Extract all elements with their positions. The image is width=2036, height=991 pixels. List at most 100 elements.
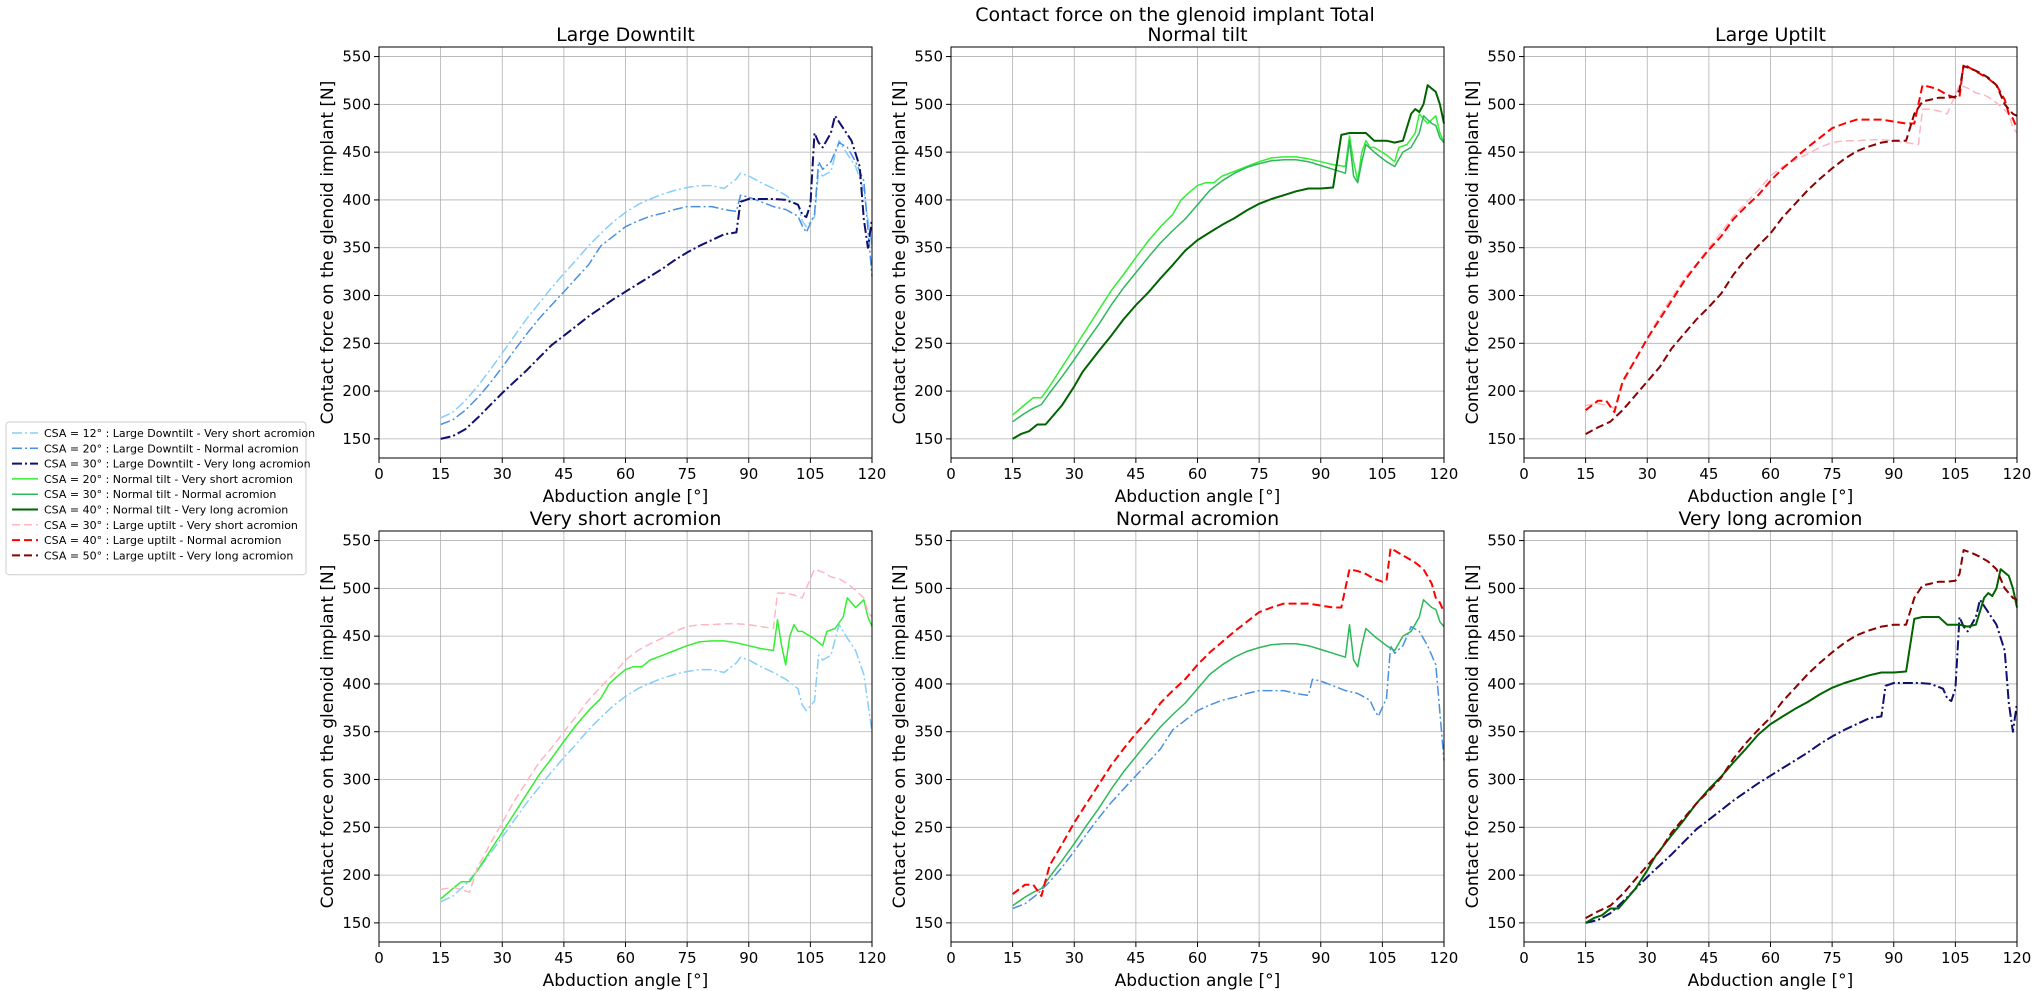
series-line-n20	[440, 597, 873, 900]
subplot-4: 0 15 30 45 60 75 90 105 120 150 200 250 300 350 400 450…	[318, 508, 886, 991]
y-tick-label: 250	[914, 818, 943, 836]
x-tick-label: 120	[1430, 949, 1459, 967]
y-tick-label: 550	[1487, 48, 1516, 66]
y-tick-label: 500	[914, 95, 943, 113]
x-tick-label: 105	[1368, 465, 1397, 483]
legend-label-n30: CSA = 30° : Normal tilt - Normal acromio…	[44, 488, 276, 501]
y-tick-label: 150	[1487, 430, 1516, 448]
subplot-1: 0 15 30 45 60 75 90 105 120 150 200 250 300 350 400 450…	[318, 24, 886, 507]
x-tick-label: 30	[493, 949, 512, 967]
subplot-title: Very short acromion	[530, 508, 722, 530]
series-line-u50	[1585, 549, 2018, 919]
x-tick-label: 30	[493, 465, 512, 483]
subplot-title: Large Uptilt	[1715, 24, 1826, 46]
series-line-n20	[1012, 113, 1445, 416]
y-tick-label: 350	[1487, 239, 1516, 257]
x-tick-label: 15	[431, 949, 450, 967]
y-tick-label: 500	[342, 579, 371, 597]
y-tick-label: 350	[914, 239, 943, 257]
legend-label-n40: CSA = 40° : Normal tilt - Very long acro…	[44, 504, 288, 517]
x-tick-label: 120	[2003, 465, 2032, 483]
y-tick-label: 250	[914, 334, 943, 352]
x-tick-label: 0	[946, 465, 956, 483]
x-tick-label: 15	[1003, 949, 1022, 967]
y-tick-label: 500	[342, 95, 371, 113]
x-tick-label: 45	[1126, 465, 1145, 483]
x-tick-label: 75	[1250, 949, 1269, 967]
y-tick-label: 250	[1487, 334, 1516, 352]
x-tick-label: 75	[678, 465, 697, 483]
series-line-s20	[1012, 625, 1445, 910]
y-axis-label: Contact force on the glenoid implant [N]	[890, 81, 910, 425]
x-tick-label: 30	[1638, 949, 1657, 967]
y-axis-label: Contact force on the glenoid implant [N]	[318, 565, 338, 909]
subplot-title: Very long acromion	[1679, 508, 1863, 530]
x-tick-label: 15	[1003, 465, 1022, 483]
y-axis-label: Contact force on the glenoid implant [N]	[1463, 81, 1483, 425]
subplot-2: 0 15 30 45 60 75 90 105 120 150 200 250 300 350 400 450…	[890, 24, 1458, 507]
x-axis-label: Abduction angle [°]	[1688, 971, 1854, 991]
x-tick-label: 15	[431, 465, 450, 483]
subplot-3: 0 15 30 45 60 75 90 105 120 150 200 250 300 350 400 450…	[1463, 24, 2031, 507]
x-tick-label: 60	[1188, 465, 1207, 483]
series-line-u30	[440, 568, 873, 894]
y-tick-label: 550	[342, 532, 371, 550]
series-line-u30	[1585, 84, 2018, 410]
x-tick-label: 60	[616, 465, 635, 483]
legend-label-s20: CSA = 20° : Large Downtilt - Normal acro…	[44, 442, 299, 455]
x-tick-label: 120	[1430, 465, 1459, 483]
x-tick-label: 90	[739, 949, 758, 967]
y-tick-label: 400	[914, 675, 943, 693]
subplot-title: Normal acromion	[1116, 508, 1279, 530]
y-tick-label: 150	[342, 914, 371, 932]
y-tick-label: 200	[342, 382, 371, 400]
x-tick-label: 45	[554, 465, 573, 483]
legend-label-s12: CSA = 12° : Large Downtilt - Very short …	[44, 427, 315, 440]
y-tick-label: 250	[1487, 818, 1516, 836]
y-tick-label: 350	[914, 723, 943, 741]
y-tick-label: 500	[1487, 579, 1516, 597]
x-tick-label: 75	[1823, 465, 1842, 483]
x-tick-label: 0	[374, 465, 384, 483]
x-tick-label: 105	[1368, 949, 1397, 967]
x-tick-label: 45	[1699, 949, 1718, 967]
legend-label-n20: CSA = 20° : Normal tilt - Very short acr…	[44, 473, 293, 486]
y-tick-label: 450	[342, 143, 371, 161]
y-tick-label: 550	[342, 48, 371, 66]
y-axis-label: Contact force on the glenoid implant [N]	[318, 81, 338, 425]
series-line-u40	[1584, 63, 2018, 414]
x-tick-label: 105	[1941, 465, 1970, 483]
y-tick-label: 550	[1487, 532, 1516, 550]
x-axis-label: Abduction angle [°]	[543, 971, 709, 991]
y-tick-label: 500	[914, 579, 943, 597]
y-tick-label: 550	[914, 532, 943, 550]
y-tick-label: 200	[342, 866, 371, 884]
y-tick-label: 200	[1487, 382, 1516, 400]
x-tick-label: 30	[1638, 465, 1657, 483]
legend-box	[5, 421, 307, 576]
series-line-s30	[1585, 598, 2018, 924]
y-tick-label: 550	[914, 48, 943, 66]
x-tick-label: 15	[1576, 465, 1595, 483]
x-tick-label: 60	[616, 949, 635, 967]
x-tick-label: 30	[1065, 949, 1084, 967]
x-tick-label: 0	[1519, 949, 1529, 967]
x-tick-label: 45	[554, 949, 573, 967]
y-tick-label: 400	[342, 675, 371, 693]
subplot-grid: 0 15 30 45 60 75 90 105 120150200250300350400450…	[318, 24, 2031, 991]
x-tick-label: 105	[1941, 949, 1970, 967]
x-tick-label: 30	[1065, 465, 1084, 483]
x-tick-label: 15	[1576, 949, 1595, 967]
series-line-n30	[1012, 115, 1445, 423]
x-tick-label: 90	[1884, 949, 1903, 967]
legend-label-s30: CSA = 30° : Large Downtilt - Very long a…	[44, 458, 311, 471]
subplot-title: Normal tilt	[1147, 24, 1247, 46]
legend: CSA = 12° : Large Downtilt - Very short …	[5, 421, 315, 576]
y-tick-label: 150	[1487, 914, 1516, 932]
y-tick-label: 350	[1487, 723, 1516, 741]
y-tick-label: 150	[914, 914, 943, 932]
subplot-6: 0 15 30 45 60 75 90 105 120 150 200 250 300 350 400 450…	[1463, 508, 2031, 991]
legend-label-u50: CSA = 50° : Large uptilt - Very long acr…	[44, 549, 293, 562]
y-tick-label: 400	[1487, 675, 1516, 693]
